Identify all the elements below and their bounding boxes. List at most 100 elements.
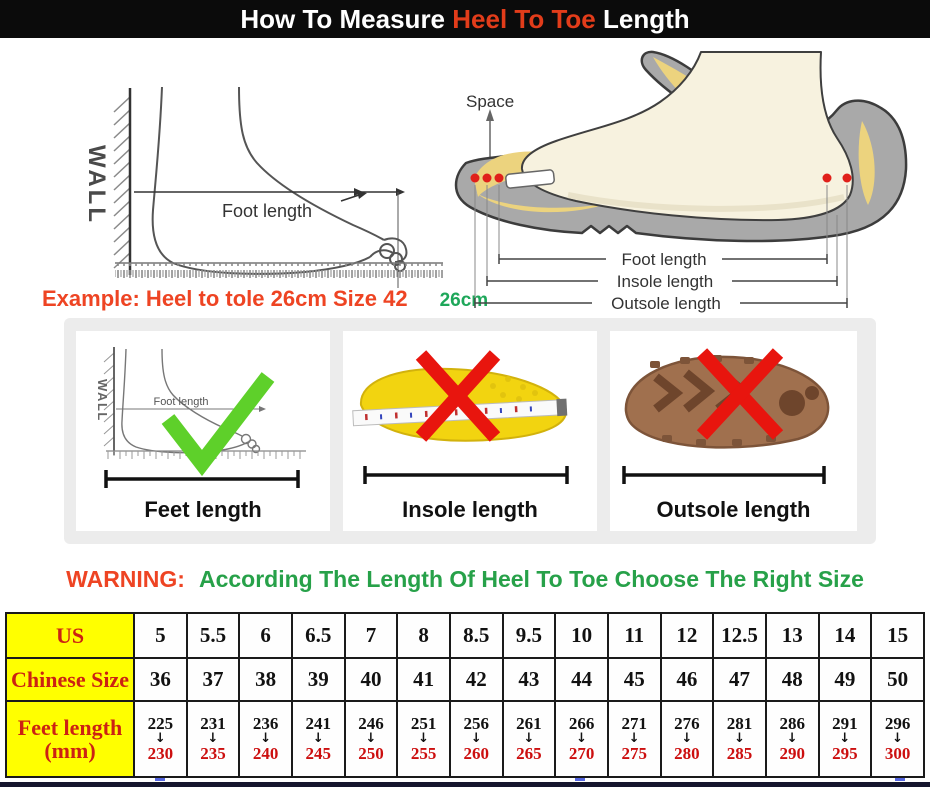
panel-label-feet-length: Feet length [144, 497, 262, 522]
warning-line: WARNING: According The Length Of Heel To … [0, 566, 930, 593]
feet-length-to: 285 [726, 743, 753, 763]
feet-length-from: 241 [305, 714, 332, 734]
example-text: Example: Heel to tole 26cm Size 42 [42, 286, 408, 311]
down-arrow-icon: ↓ [312, 731, 324, 747]
toe-space-notch [505, 169, 555, 189]
feet-length-to: 250 [358, 743, 384, 763]
chinese-size-cell: 46 [659, 657, 715, 702]
feet-length-cell: 231 ↓ 235 [185, 700, 241, 778]
down-arrow-icon: ↓ [418, 731, 430, 747]
feet-length-label-line1: Feet length [17, 714, 123, 740]
panel-feet-length: WALL Foot length [76, 331, 330, 531]
shoe-outsole-length-label: Outsole length [611, 294, 721, 313]
feet-length-cell: 276 ↓ 280 [659, 700, 715, 778]
title-highlight: Heel To Toe [452, 4, 596, 34]
warning-label: WARNING: [66, 566, 185, 592]
feet-length-from: 266 [568, 714, 595, 734]
down-arrow-icon: ↓ [523, 731, 535, 747]
down-arrow-icon: ↓ [839, 731, 851, 747]
chinese-size-cell: 50 [870, 657, 925, 702]
us-size-cell: 8 [396, 612, 451, 659]
feet-length-from: 256 [463, 714, 490, 734]
bottom-bar [0, 782, 930, 787]
chinese-size-cell: 45 [606, 657, 662, 702]
down-arrow-icon: ↓ [470, 731, 482, 747]
feet-length-cell: 225 ↓ 230 [133, 700, 188, 778]
us-size-cell: 12.5 [712, 612, 767, 659]
feet-length-cell: 236 ↓ 240 [238, 700, 293, 778]
method-panels-band: WALL Foot length [64, 318, 876, 544]
heel-lining-icon [858, 121, 875, 205]
us-size-cell: 9.5 [501, 612, 557, 659]
chinese-size-cell: 38 [238, 657, 293, 702]
foot-measure-diagram: WALL Foot length [83, 86, 443, 288]
feet-length-from: 296 [884, 714, 911, 734]
feet-length-to: 245 [305, 743, 332, 763]
cross-icon [415, 350, 501, 442]
down-arrow-icon: ↓ [576, 731, 588, 747]
wall-label: WALL [83, 145, 110, 225]
feet-length-row-label: Feet length (mm) [5, 700, 135, 778]
us-size-cell: 12 [659, 612, 715, 659]
us-size-cell: 5.5 [185, 612, 241, 659]
feet-length-cell: 286 ↓ 290 [764, 700, 820, 778]
us-size-cell: 5 [133, 612, 188, 659]
down-arrow-icon: ↓ [628, 731, 640, 747]
down-arrow-icon: ↓ [365, 731, 377, 747]
feet-length-to: 255 [410, 743, 437, 763]
chinese-size-row-label: Chinese Size [5, 657, 135, 702]
feet-length-cell: 251 ↓ 255 [396, 700, 451, 778]
feet-length-from: 286 [779, 714, 805, 734]
feet-length-from: 271 [621, 714, 647, 734]
space-label: Space [466, 92, 514, 111]
feet-length-cell: 296 ↓ 300 [870, 700, 925, 778]
chinese-size-cell: 49 [817, 657, 873, 702]
cross-icon [696, 348, 784, 440]
us-row-label: US [5, 612, 135, 659]
ruler-icon [115, 262, 443, 278]
us-size-cell: 11 [606, 612, 662, 659]
dimension-lines [474, 254, 848, 308]
us-size-cell: 8.5 [448, 612, 504, 659]
title-prefix: How To Measure [240, 4, 453, 34]
example-line: Example: Heel to tole 26cm Size 42 26cm [42, 286, 582, 312]
panel-outsole-length: Outsole length [610, 331, 857, 531]
feet-length-to: 240 [252, 743, 279, 763]
feet-length-cell: 246 ↓ 250 [343, 700, 399, 778]
feet-length-cell: 291 ↓ 295 [817, 700, 873, 778]
size-table: US 5 5.5 6 6.5 7 8 8.5 9.5 10 11 12 12.5 13 14 15 Chin… [5, 612, 925, 778]
down-arrow-icon: ↓ [154, 731, 166, 747]
outsole-drawing [622, 348, 830, 484]
feet-length-from: 236 [252, 714, 279, 734]
feet-length-to: 260 [463, 743, 490, 763]
feet-length-drawing: WALL Foot length [95, 347, 306, 488]
feet-length-to: 265 [516, 743, 542, 763]
measure-bracket [363, 466, 569, 484]
shoe-section-diagram: Space [454, 50, 908, 313]
feet-length-from: 276 [674, 714, 700, 734]
us-size-cell: 14 [817, 612, 873, 659]
down-arrow-icon: ↓ [260, 731, 272, 747]
feet-length-from: 246 [358, 714, 384, 734]
feet-length-cell: 271 ↓ 275 [606, 700, 662, 778]
foot-in-shoe-icon [521, 51, 854, 222]
chinese-size-cell: 47 [712, 657, 767, 702]
feet-length-from: 291 [832, 714, 858, 734]
feet-length-from: 225 [147, 714, 174, 734]
down-arrow-icon: ↓ [207, 731, 219, 747]
foot-length-arrow [134, 188, 405, 202]
feet-length-to: 300 [884, 743, 911, 763]
blue-dash-artifact [895, 778, 905, 781]
table-row-chinese-size: Chinese Size 36 37 38 39 40 41 42 43 44 45 46 47 48 4… [5, 657, 925, 702]
us-size-cell: 6.5 [290, 612, 346, 659]
feet-length-to: 275 [621, 743, 647, 763]
shoe-body-icon [454, 50, 908, 243]
feet-length-cell: 241 ↓ 245 [290, 700, 346, 778]
measure-dots-icon [470, 173, 852, 183]
table-row-feet-length: Feet length (mm) 225 ↓ 230 231 ↓ 235 236 ↓ 240 24… [5, 700, 925, 778]
chinese-size-cell: 36 [133, 657, 188, 702]
down-arrow-icon: ↓ [681, 731, 693, 747]
feet-length-to: 230 [147, 743, 174, 763]
feet-length-from: 261 [516, 714, 542, 734]
feet-length-from: 231 [200, 714, 226, 734]
